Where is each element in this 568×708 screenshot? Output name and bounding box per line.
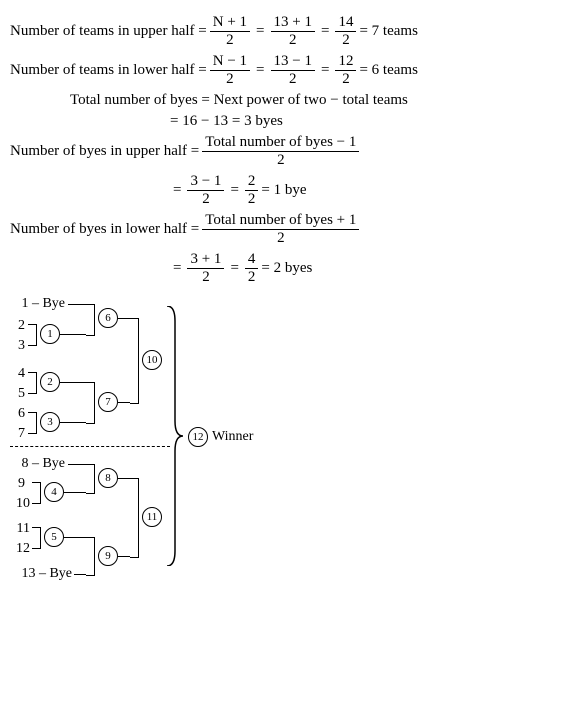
- match-4: 4: [44, 482, 64, 502]
- fraction: Total number of byes + 1 2: [202, 212, 359, 247]
- equals: =: [321, 23, 329, 40]
- team-2: 2: [10, 318, 25, 334]
- match-9: 9: [98, 546, 118, 566]
- team-6: 6: [10, 406, 25, 422]
- fraction: 14 2: [335, 14, 356, 49]
- match-2: 2: [40, 372, 60, 392]
- bracket-line: [60, 382, 86, 383]
- label: Number of teams in lower half =: [10, 62, 207, 79]
- bracket-line: [74, 574, 86, 575]
- half-separator: [10, 446, 170, 447]
- final-brace: [165, 306, 185, 571]
- bracket-line: [130, 318, 139, 404]
- label: Number of byes in upper half =: [10, 143, 199, 160]
- bracket-line: [118, 556, 130, 557]
- match-3: 3: [40, 412, 60, 432]
- fraction: 3 + 1 2: [187, 251, 224, 286]
- equals: =: [256, 23, 264, 40]
- match-11: 11: [142, 507, 162, 527]
- fraction: 3 − 1 2: [187, 173, 224, 208]
- bracket-line: [32, 482, 41, 504]
- team-4: 4: [10, 366, 25, 382]
- bracket-line: [60, 422, 86, 423]
- fraction: 13 + 1 2: [271, 14, 315, 49]
- result: = 6 teams: [359, 62, 417, 79]
- equals: =: [256, 62, 264, 79]
- result: = 1 bye: [261, 182, 306, 199]
- lower-byes-step: = 3 + 1 2 = 4 2 = 2 byes: [10, 251, 558, 286]
- team-11: 11: [10, 521, 30, 537]
- bracket-line: [130, 478, 139, 558]
- bracket-line: [68, 304, 86, 305]
- bracket-line: [86, 304, 95, 336]
- bracket-line: [118, 402, 130, 403]
- bracket-line: [64, 537, 86, 538]
- fraction: 4 2: [245, 251, 259, 286]
- equals: =: [173, 260, 181, 277]
- fraction: N − 1 2: [210, 53, 250, 88]
- team-12: 12: [10, 541, 30, 557]
- upper-byes-calc: Number of byes in upper half = Total num…: [10, 134, 558, 169]
- bracket-line: [86, 382, 95, 424]
- equals: =: [230, 182, 238, 199]
- team-8: 8 – Bye: [10, 456, 65, 472]
- bracket-line: [64, 492, 86, 493]
- fraction: 2 2: [245, 173, 259, 208]
- bracket-line: [28, 412, 37, 434]
- match-5: 5: [44, 527, 64, 547]
- match-6: 6: [98, 308, 118, 328]
- tournament-bracket: 1 – Bye 2 3 4 5 6 7 8 – Bye 9 10 11 12 1…: [10, 296, 558, 606]
- team-13: 13 – Bye: [10, 566, 72, 582]
- match-7: 7: [98, 392, 118, 412]
- fraction: N + 1 2: [210, 14, 250, 49]
- total-byes-result: = 16 − 13 = 3 byes: [10, 113, 558, 130]
- equals: =: [321, 62, 329, 79]
- bracket-line: [68, 464, 86, 465]
- bracket-line: [86, 537, 95, 576]
- bracket-line: [118, 318, 130, 319]
- match-1: 1: [40, 324, 60, 344]
- result: = 16 − 13 = 3 byes: [170, 113, 283, 130]
- team-5: 5: [10, 386, 25, 402]
- lower-teams-calc: Number of teams in lower half = N − 1 2 …: [10, 53, 558, 88]
- upper-byes-step: = 3 − 1 2 = 2 2 = 1 bye: [10, 173, 558, 208]
- equals: =: [230, 260, 238, 277]
- bracket-line: [60, 334, 86, 335]
- winner-label: Winner: [212, 429, 253, 445]
- upper-teams-calc: Number of teams in upper half = N + 1 2 …: [10, 14, 558, 49]
- team-7: 7: [10, 426, 25, 442]
- label: Number of teams in upper half =: [10, 23, 207, 40]
- team-1: 1 – Bye: [10, 296, 65, 312]
- team-9: 9: [10, 476, 25, 492]
- team-10: 10: [10, 496, 30, 512]
- match-8: 8: [98, 468, 118, 488]
- fraction: Total number of byes − 1 2: [202, 134, 359, 169]
- team-3: 3: [10, 338, 25, 354]
- label: Number of byes in lower half =: [10, 221, 199, 238]
- bracket-line: [28, 324, 37, 346]
- lower-byes-calc: Number of byes in lower half = Total num…: [10, 212, 558, 247]
- bracket-line: [32, 527, 41, 549]
- bracket-line: [86, 464, 95, 494]
- match-10: 10: [142, 350, 162, 370]
- bracket-line: [118, 478, 130, 479]
- fraction: 13 − 1 2: [271, 53, 315, 88]
- label: Total number of byes = Next power of two…: [70, 92, 408, 109]
- result: = 7 teams: [359, 23, 417, 40]
- equals: =: [173, 182, 181, 199]
- match-12: 12: [188, 427, 208, 447]
- fraction: 12 2: [335, 53, 356, 88]
- result: = 2 byes: [261, 260, 312, 277]
- bracket-line: [28, 372, 37, 394]
- total-byes-calc: Total number of byes = Next power of two…: [10, 92, 558, 109]
